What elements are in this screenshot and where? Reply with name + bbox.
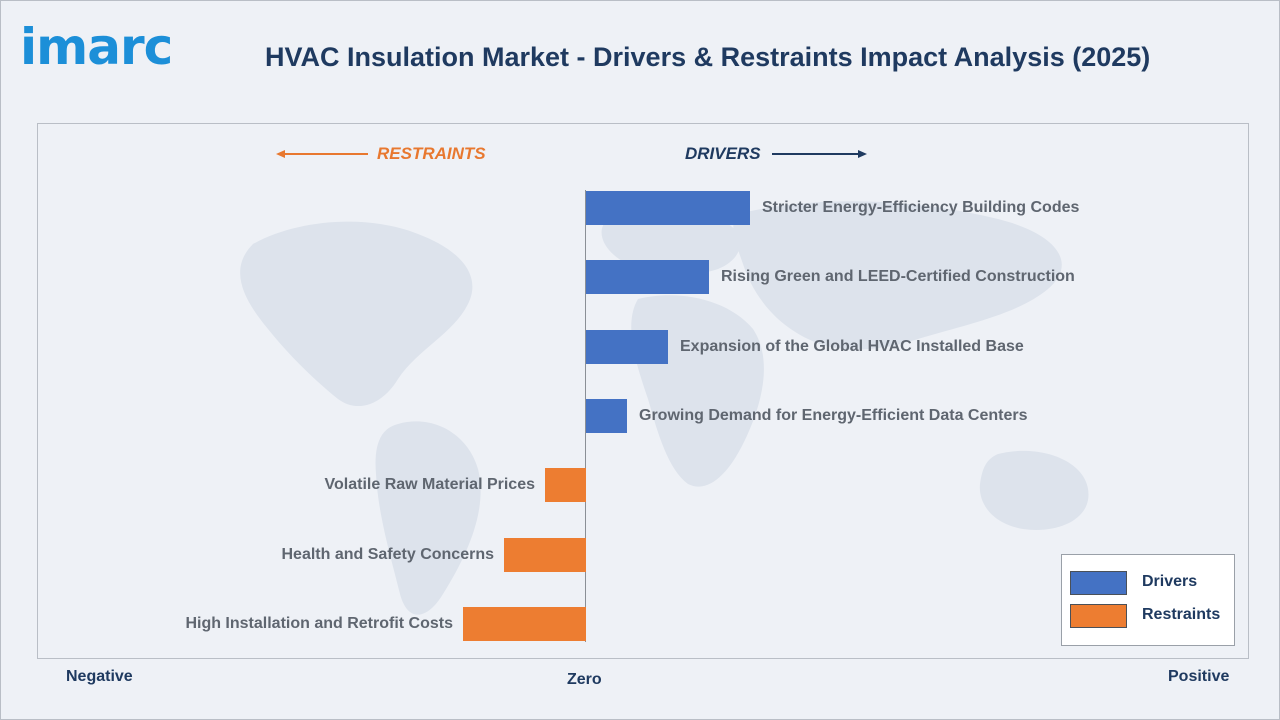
chart-title: HVAC Insulation Market - Drivers & Restr… bbox=[265, 42, 1151, 72]
legend-swatch-drivers bbox=[1070, 571, 1127, 595]
bar-label: Expansion of the Global HVAC Installed B… bbox=[680, 337, 1024, 355]
axis-label-negative: Negative bbox=[66, 668, 133, 685]
drivers-arrow-head bbox=[858, 150, 867, 158]
imarc-logo: imarc bbox=[20, 18, 173, 76]
restraint-bar bbox=[545, 468, 586, 503]
axis-label-positive: Positive bbox=[1168, 668, 1230, 685]
restraint-bar bbox=[504, 537, 586, 572]
driver-bar bbox=[586, 329, 668, 364]
drivers-heading: DRIVERS bbox=[685, 144, 761, 163]
legend-label-restraints: Restraints bbox=[1142, 606, 1221, 623]
bar-label: Rising Green and LEED-Certified Construc… bbox=[721, 268, 1075, 286]
legend-label-drivers: Drivers bbox=[1142, 573, 1198, 590]
zero-axis-line bbox=[585, 190, 586, 642]
bar-label: Health and Safety Concerns bbox=[281, 545, 495, 563]
restraints-arrow-head bbox=[276, 150, 285, 158]
direction-arrows bbox=[276, 150, 867, 158]
legend-swatch-restraints bbox=[1070, 604, 1127, 628]
bar-label: High Installation and Retrofit Costs bbox=[185, 614, 453, 632]
bar-label: Growing Demand for Energy-Efficient Data… bbox=[639, 406, 1028, 424]
legend: Drivers Restraints bbox=[1061, 554, 1235, 646]
driver-bar bbox=[586, 191, 750, 225]
bar-label: Volatile Raw Material Prices bbox=[324, 476, 535, 494]
plot-area: RESTRAINTS DRIVERS Stricter Energy-Effic… bbox=[37, 123, 1249, 659]
axis-label-zero: Zero bbox=[567, 671, 602, 688]
restraints-heading: RESTRAINTS bbox=[377, 144, 486, 163]
restraint-bar bbox=[463, 606, 586, 641]
driver-bar bbox=[586, 260, 709, 295]
driver-bar bbox=[586, 398, 627, 433]
bar-label: Stricter Energy-Efficiency Building Code… bbox=[762, 199, 1080, 216]
